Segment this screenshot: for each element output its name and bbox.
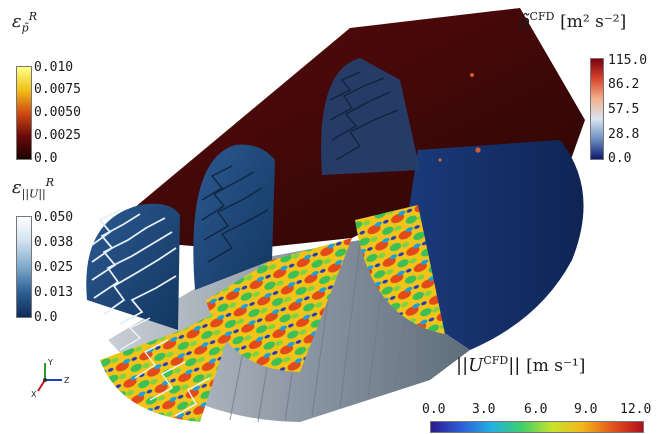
axes-triad: Y Z X (31, 358, 70, 399)
legend-pressure: p̃CFD [m² s⁻²] 115.0 86.2 57.5 28.8 0.0 (518, 10, 660, 170)
legend-pressure-error-title: εp̃R (12, 10, 38, 35)
legend-pressure-tick-4: 0.0 (608, 151, 632, 166)
slice-3-pressure (321, 58, 420, 175)
legend-velocity-tick-3: 9.0 (574, 402, 598, 417)
legend-velocity-title: ||UCFD|| [m s⁻¹] (456, 354, 586, 376)
legend-pressure-tick-0: 115.0 (608, 53, 648, 68)
legend-velocity-bar (430, 421, 644, 433)
legend-pressure-tick-2: 57.5 (608, 102, 640, 117)
slice-2-pressure (193, 144, 275, 290)
legend-pressure-bar (590, 58, 604, 160)
legend-velocity-tick-4: 12.0 (620, 402, 652, 417)
slice-1-pressure (86, 203, 180, 330)
legend-velocity-tick-2: 6.0 (524, 402, 548, 417)
legend-pressure-error: εp̃R 0.010 0.0075 0.0050 0.0025 0.0 (10, 4, 130, 166)
legend-velocity: ||UCFD|| [m s⁻¹] 0.0 3.0 6.0 9.0 12.0 (420, 354, 660, 434)
slice-3-velocity (355, 205, 445, 334)
legend-velocity-error-tick-0: 0.050 (34, 210, 74, 225)
slice-1-velocity (100, 300, 240, 422)
legend-pressure-tick-1: 86.2 (608, 77, 640, 92)
legend-velocity-tick-0: 0.0 (422, 402, 446, 417)
legend-pressure-error-tick-4: 0.0 (34, 151, 58, 166)
axis-z-label: Z (64, 376, 70, 385)
legend-pressure-error-tick-1: 0.0075 (34, 82, 81, 97)
legend-velocity-tick-1: 3.0 (472, 402, 496, 417)
legend-pressure-title: p̃CFD [m² s⁻²] (518, 10, 627, 32)
legend-pressure-tick-3: 28.8 (608, 127, 640, 142)
legend-velocity-error-tick-4: 0.0 (34, 310, 58, 325)
axis-y-label: Y (47, 358, 53, 367)
legend-pressure-error-bar (16, 66, 32, 160)
legend-velocity-error: ε||U||R 0.050 0.038 0.025 0.013 0.0 (10, 172, 130, 332)
legend-pressure-error-tick-3: 0.0025 (34, 128, 81, 143)
legend-velocity-error-tick-2: 0.025 (34, 260, 74, 275)
legend-pressure-error-tick-0: 0.010 (34, 60, 74, 75)
axis-x-label: X (31, 390, 37, 399)
cylinder-right-blue (395, 140, 584, 350)
legend-velocity-error-tick-1: 0.038 (34, 235, 74, 250)
legend-velocity-error-title: ε||U||R (12, 176, 55, 201)
slice-2-velocity (206, 238, 352, 372)
legend-velocity-error-bar (16, 216, 32, 318)
legend-velocity-error-tick-3: 0.013 (34, 285, 74, 300)
legend-pressure-error-tick-2: 0.0050 (34, 105, 81, 120)
